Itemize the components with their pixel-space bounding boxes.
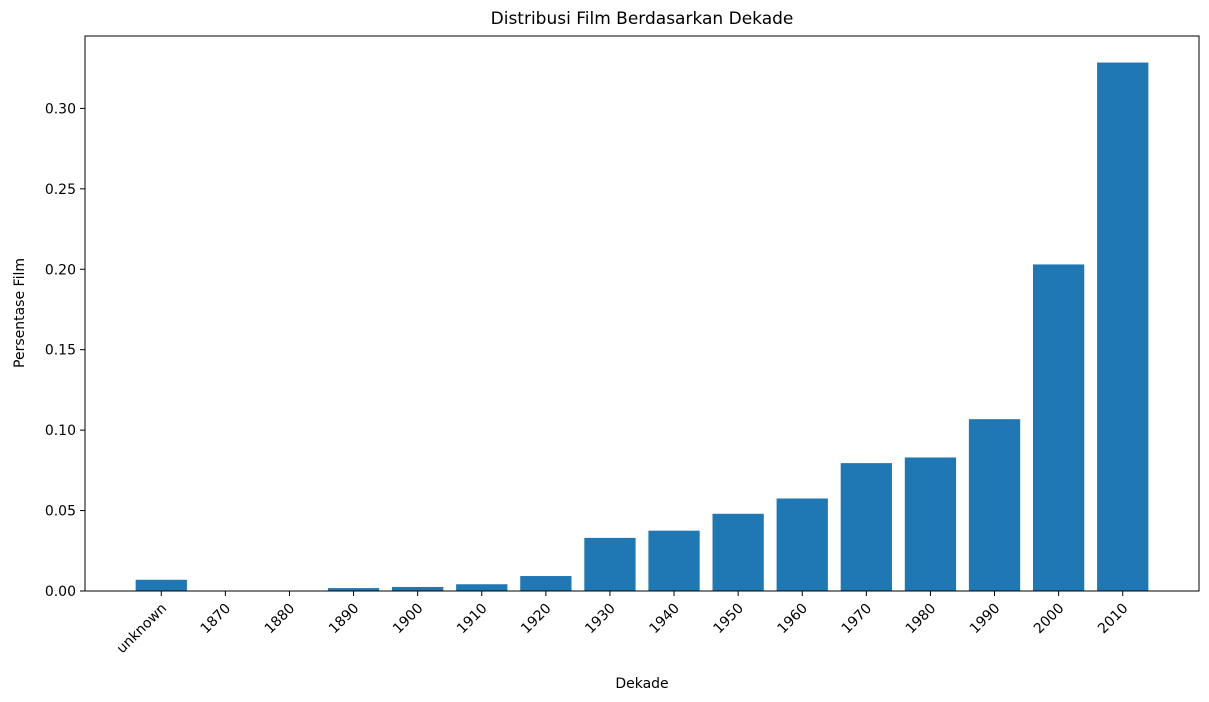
y-tick-label: 0.05 [45,504,76,520]
bar-1980 [904,457,957,591]
y-tick-label: 0.20 [45,262,76,278]
bar-1990 [968,419,1021,591]
y-tick-label: 0.15 [45,343,76,359]
bar-2000 [1032,264,1085,591]
bar-1970 [840,463,892,591]
y-tick-label: 0.10 [45,423,76,439]
plot-frame [84,35,1200,592]
bar-1960 [776,498,828,591]
y-tick-label: 0.25 [45,182,76,198]
bar-1910 [456,584,508,591]
bar-unknown [135,579,187,591]
bar-1890 [327,588,380,591]
y-axis-label: Persentase Film [12,258,28,368]
bar-1900 [392,586,444,591]
y-tick-label: 0.30 [45,101,76,117]
bar-1930 [584,537,636,591]
x-axis-label: Dekade [615,676,668,692]
chart-title: Distribusi Film Berdasarkan Dekade [491,9,794,29]
bar-2010 [1097,62,1149,592]
bar-1950 [712,513,764,591]
bar-1940 [648,530,700,591]
y-tick-label: 0.00 [45,584,76,600]
bar-1920 [520,576,572,591]
